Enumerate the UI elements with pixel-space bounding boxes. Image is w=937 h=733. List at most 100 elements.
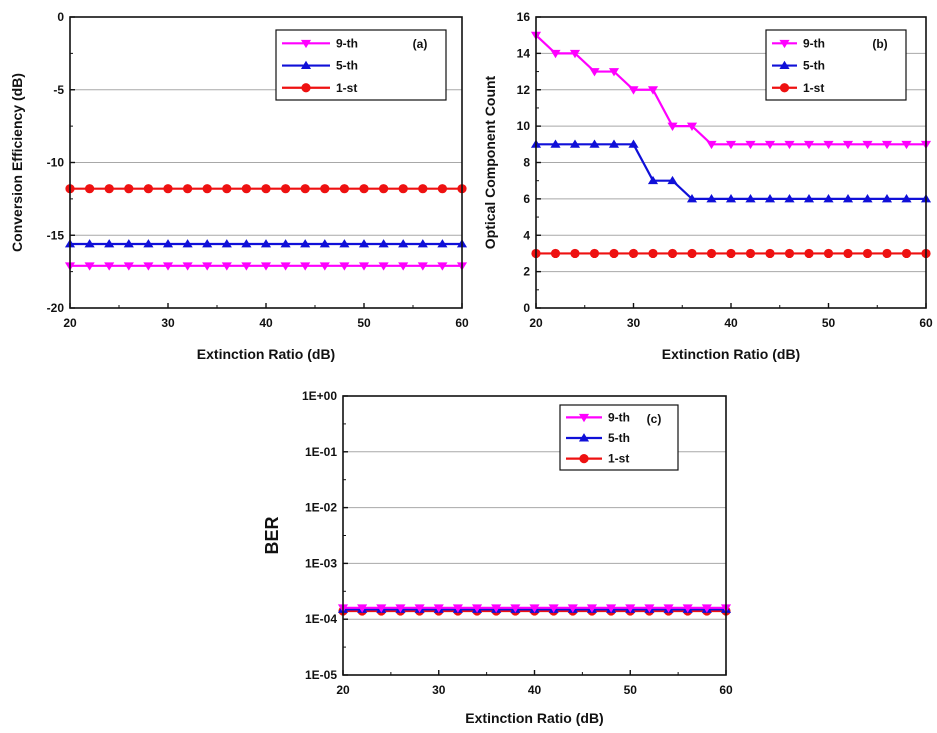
data-point [745,194,756,203]
y-tick-label: 14 [517,46,531,60]
legend-label: 9-th [336,36,358,50]
y-tick-label: 4 [523,228,530,242]
legend-swatch-marker [301,83,311,93]
data-point [85,184,95,194]
data-point [221,239,232,248]
series-line-b-1 [536,143,926,200]
y-tick-label: 0 [57,10,64,24]
data-point [398,184,408,194]
panel-label-c: (c) [647,412,662,426]
data-point [647,86,659,95]
y-tick-label: 1E-04 [305,612,337,626]
y-tick-label: 1E-01 [305,445,337,459]
data-point [706,248,717,259]
y-tick-label: 1E-02 [305,501,337,515]
y-tick-label: 1E-03 [305,556,337,570]
data-point [162,262,174,271]
data-point [862,194,873,203]
x-tick-label: 20 [63,316,77,330]
data-point [548,604,559,613]
legend-label: 5-th [336,59,358,73]
data-point [281,184,291,194]
data-point [379,184,389,194]
data-point [686,194,698,203]
x-tick-label: 30 [432,683,446,697]
data-point [687,248,697,259]
data-point [586,604,598,613]
data-point [221,262,232,271]
data-point [682,604,693,613]
data-point [764,140,776,150]
data-point [628,248,639,259]
data-point [123,239,134,248]
data-point [589,139,600,148]
x-tick-label: 30 [627,316,641,330]
data-point [648,248,658,259]
data-point [606,604,617,613]
data-point [550,248,561,259]
data-point [667,122,678,131]
data-point [124,184,134,194]
data-point [241,184,251,194]
data-point [567,604,578,613]
data-point [162,239,174,248]
x-tick-label: 50 [822,316,836,330]
data-point [842,140,854,150]
data-point [609,248,619,259]
legend-swatch-marker [579,454,589,464]
data-point [452,604,463,613]
y-tick-label: 10 [517,119,531,133]
data-point [725,194,737,203]
y-tick-label: 2 [523,265,530,279]
panel-label-a: (a) [413,37,428,51]
x-tick-label: 40 [528,683,542,697]
legend-label: 5-th [803,59,825,73]
data-point [104,239,115,248]
data-point [300,239,311,248]
data-point [378,239,389,248]
legend-label: 1-st [608,452,629,466]
data-point [625,604,636,613]
data-point [376,604,387,613]
data-point [745,248,756,259]
data-point [417,262,428,271]
y-tick-label: -5 [53,83,64,97]
x-tick-label: 40 [259,316,273,330]
x-tick-label: 20 [336,683,350,697]
data-point [339,184,349,194]
data-point [589,248,600,259]
x-tick-label: 40 [724,316,738,330]
data-point [300,262,311,271]
data-point [647,175,659,185]
x-tick-label: 50 [357,316,371,330]
data-point [280,239,291,248]
data-point [823,248,834,259]
legend-swatch-marker [779,60,790,70]
legend-label: 1-st [803,81,824,95]
data-point [357,604,368,613]
x-tick-label: 20 [529,316,543,330]
plot-frame-a [69,16,463,309]
data-point [123,262,134,271]
data-point [510,604,521,613]
legend-label: 9-th [803,36,825,50]
data-point [701,604,712,613]
data-point [784,140,795,150]
data-point [414,604,425,613]
legend-swatch-marker [578,413,590,423]
data-point [104,184,114,194]
y-tick-label: -15 [47,228,65,242]
y-tick-label: 12 [517,83,531,97]
data-point [823,140,834,150]
data-point [84,239,95,248]
data-point [319,262,330,271]
data-point [667,248,678,259]
data-point [881,194,893,203]
y-tick-label: 1E+00 [302,389,337,403]
data-point [300,184,310,194]
data-point [241,262,252,271]
data-point [784,194,795,203]
x-tick-label: 60 [455,316,469,330]
data-point [570,248,580,259]
